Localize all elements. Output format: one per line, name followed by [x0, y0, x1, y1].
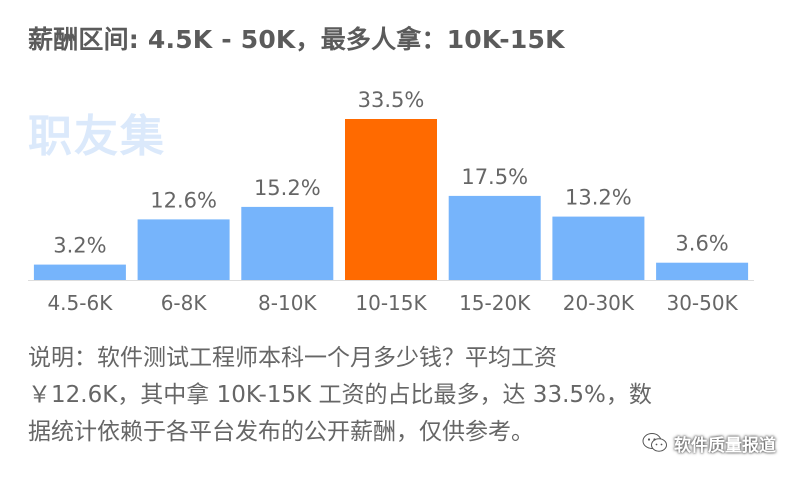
bar-10-15K: [345, 119, 437, 280]
x-tick-label: 8-10K: [258, 291, 317, 315]
x-tick-label: 15-20K: [459, 291, 531, 315]
bar-value-label: 33.5%: [358, 88, 425, 112]
description-line: ￥12.6K，其中拿 10K-15K 工资的占比最多，达 33.5%，数: [28, 382, 652, 408]
x-tick-label: 4.5-6K: [47, 291, 113, 315]
bar-value-label: 3.2%: [53, 234, 106, 258]
bar-value-label: 12.6%: [150, 188, 217, 212]
x-tick-label: 30-50K: [666, 291, 738, 315]
bar-15-20K: [448, 195, 541, 280]
bar-30-50K: [656, 262, 749, 280]
page-title: 薪酬区间: 4.5K - 50K，最多人拿：10K-15K: [28, 25, 565, 54]
description-line: 说明：软件测试工程师本科一个月多少钱？平均工资: [28, 345, 557, 371]
x-tick-label: 6-8K: [161, 291, 208, 315]
salary-bar-chart: 3.2% 4.5-6K 12.6% 6-8K 15.2% 8-10K 33.5% 10-15K…: [28, 88, 754, 315]
bar-20-30K: [552, 216, 645, 280]
wechat-icon: [642, 433, 667, 452]
bar-8-10K: [241, 206, 334, 280]
wechat-watermark: 软件质量报道: [642, 430, 776, 456]
bar-value-label: 15.2%: [254, 176, 321, 200]
bar-value-label: 17.5%: [461, 165, 528, 189]
watermark-label: 软件质量报道: [674, 435, 776, 456]
description-line: 据统计依赖于各平台发布的公开薪酬，仅供参考。: [28, 419, 534, 445]
bar-value-label: 13.2%: [565, 186, 632, 210]
x-tick-label: 20-30K: [563, 291, 635, 315]
bar-value-label: 3.6%: [675, 232, 728, 256]
bar-6-8K: [137, 219, 230, 280]
x-tick-label: 10-15K: [355, 291, 427, 315]
logo-watermark: 职友集: [28, 111, 166, 162]
description-text: 说明：软件测试工程师本科一个月多少钱？平均工资 ￥12.6K，其中拿 10K-1…: [28, 340, 773, 451]
bar-4.5-6K: [33, 264, 126, 280]
